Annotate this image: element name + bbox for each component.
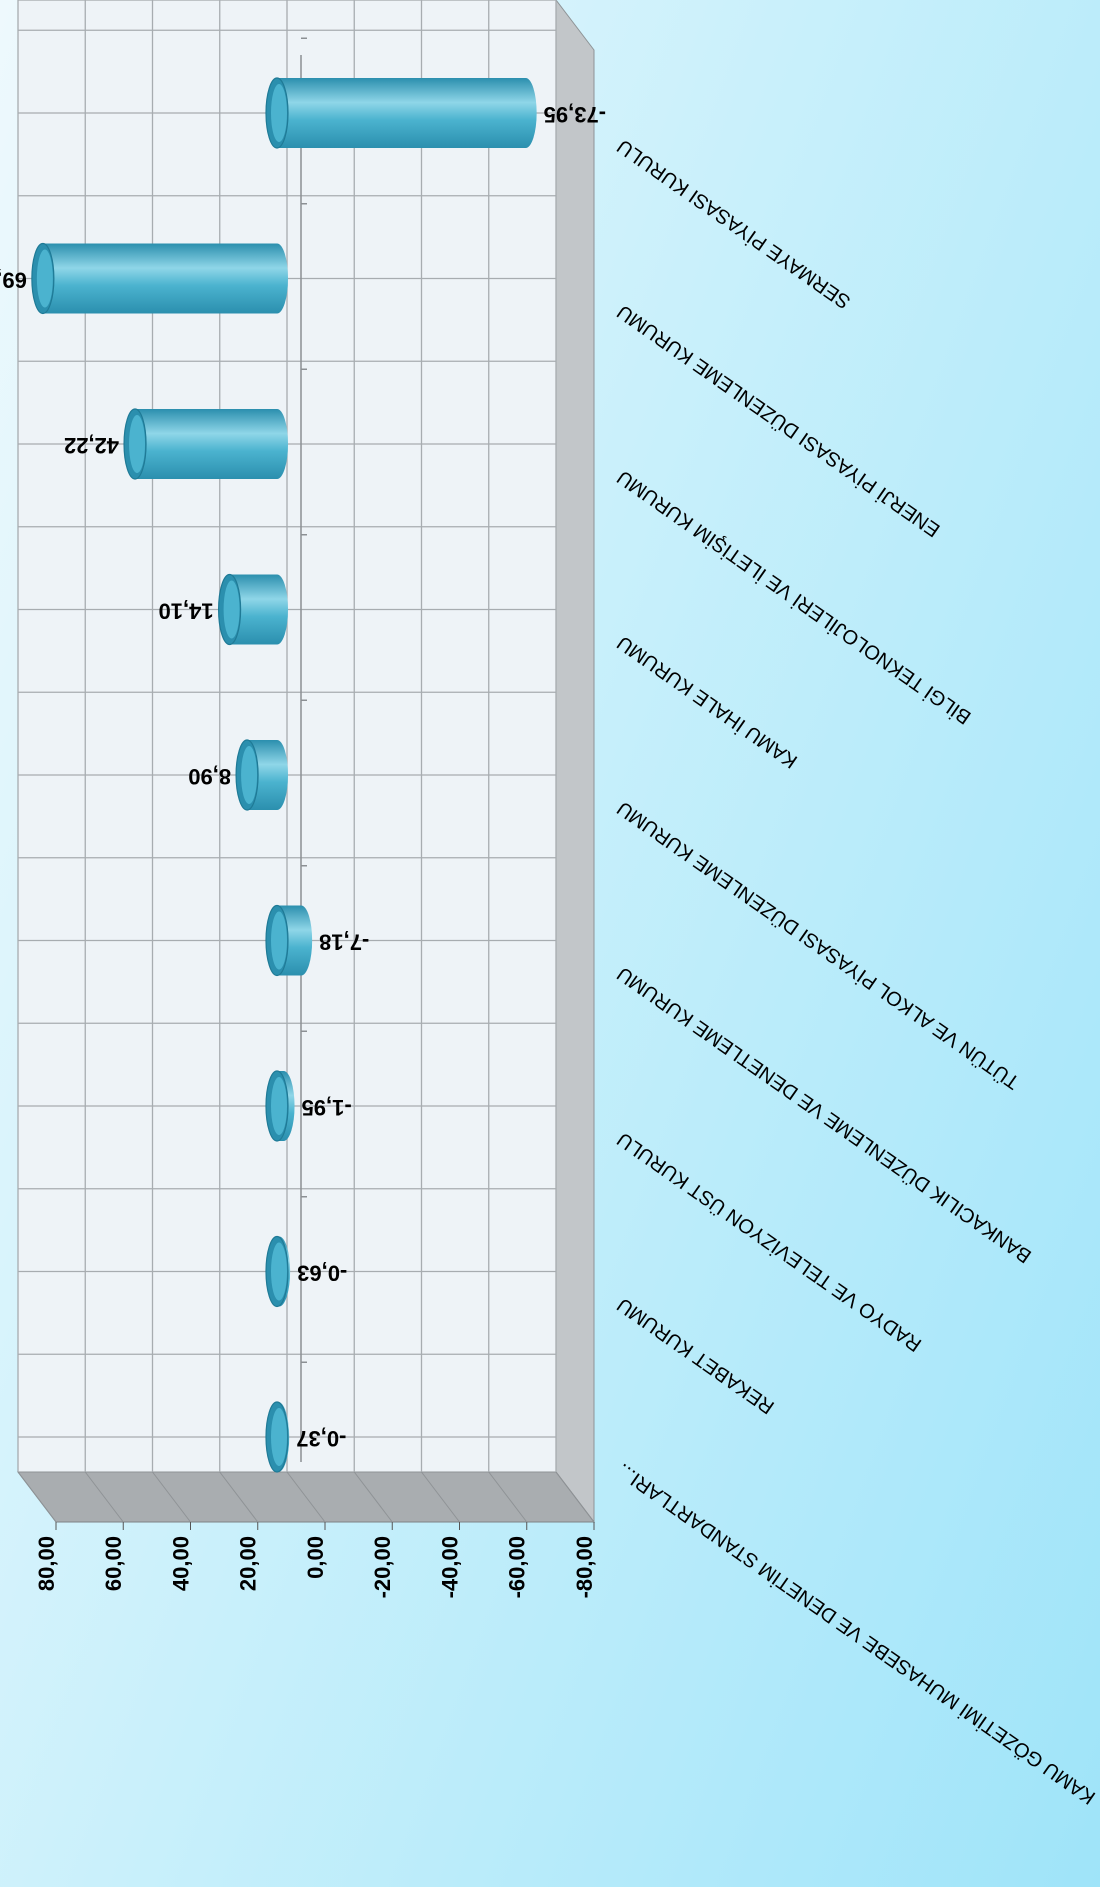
category-label: BANKACILIK DÜZENLEME VE DENETLEME KURUMU <box>613 962 1035 1267</box>
bar-face-highlight <box>223 580 240 639</box>
bar-end-cap <box>266 574 288 645</box>
category-label: KAMU İHALE KURUMU <box>613 631 802 773</box>
category-label: TÜTÜN VE ALKOL PİYASASI DÜZENLEME KURUMU <box>613 797 1024 1094</box>
data-label: -1,95 <box>302 1095 352 1120</box>
floor-gridline <box>152 1471 191 1523</box>
floor-gridline <box>488 1471 528 1523</box>
category-label: KAMU GÖZETİMİ MUHASEBE VE DENETİM STANDA… <box>613 1459 1100 1810</box>
floor-gridline <box>17 1471 57 1523</box>
x-tick-label: -40,00 <box>437 1536 462 1598</box>
floor-gridline <box>286 1471 326 1523</box>
floor-gridline <box>421 1471 460 1523</box>
category-label: SERMAYE PİYASASI KURULU <box>613 135 855 314</box>
floor-gridline <box>219 1471 259 1523</box>
category-label: BİLGİ TEKNOLOJİLERİ VE İLETİŞİM KURUMU <box>613 466 975 729</box>
bar-end-cap <box>266 740 288 810</box>
bar <box>135 409 277 479</box>
floor-gridline <box>353 1471 393 1523</box>
bar <box>42 243 277 314</box>
bar-end-cap <box>290 905 313 976</box>
data-label: 69,63 <box>0 268 27 293</box>
x-tick-label: -80,00 <box>572 1536 597 1598</box>
x-tick-label: 40,00 <box>168 1536 193 1591</box>
side-wall <box>555 0 595 1524</box>
x-tick-label: 0,00 <box>303 1536 328 1579</box>
bar-end-cap <box>514 78 537 148</box>
x-tick-label: -20,00 <box>370 1536 395 1598</box>
bar-face-highlight <box>271 1077 287 1135</box>
bar-end-cap <box>266 243 288 314</box>
category-label: REKABET KURUMU <box>613 1293 778 1418</box>
data-label: -0,63 <box>297 1261 347 1286</box>
x-tick-label: 20,00 <box>236 1536 261 1591</box>
bar-face-highlight <box>241 746 258 804</box>
bar-face-highlight <box>271 1408 287 1466</box>
data-label: -7,18 <box>319 930 369 955</box>
data-label: 42,22 <box>64 433 119 458</box>
x-tick-label: 80,00 <box>34 1536 59 1591</box>
data-label: 8,90 <box>188 764 231 789</box>
bar <box>277 78 526 148</box>
bar-face-highlight <box>129 415 146 473</box>
data-label: -0,37 <box>296 1426 346 1451</box>
bar-face-highlight <box>36 249 53 308</box>
data-label: 14,10 <box>159 599 214 624</box>
x-tick-label: -60,00 <box>505 1536 530 1598</box>
bar-face-highlight <box>271 84 287 142</box>
floor-gridline <box>555 1471 595 1523</box>
floor-gridline <box>84 1471 124 1523</box>
bar-face-highlight <box>271 911 287 970</box>
data-label: -73,95 <box>544 102 606 127</box>
x-tick-label: 60,00 <box>101 1536 126 1591</box>
bar-end-cap <box>266 409 288 479</box>
bar-face-highlight <box>271 1242 287 1301</box>
